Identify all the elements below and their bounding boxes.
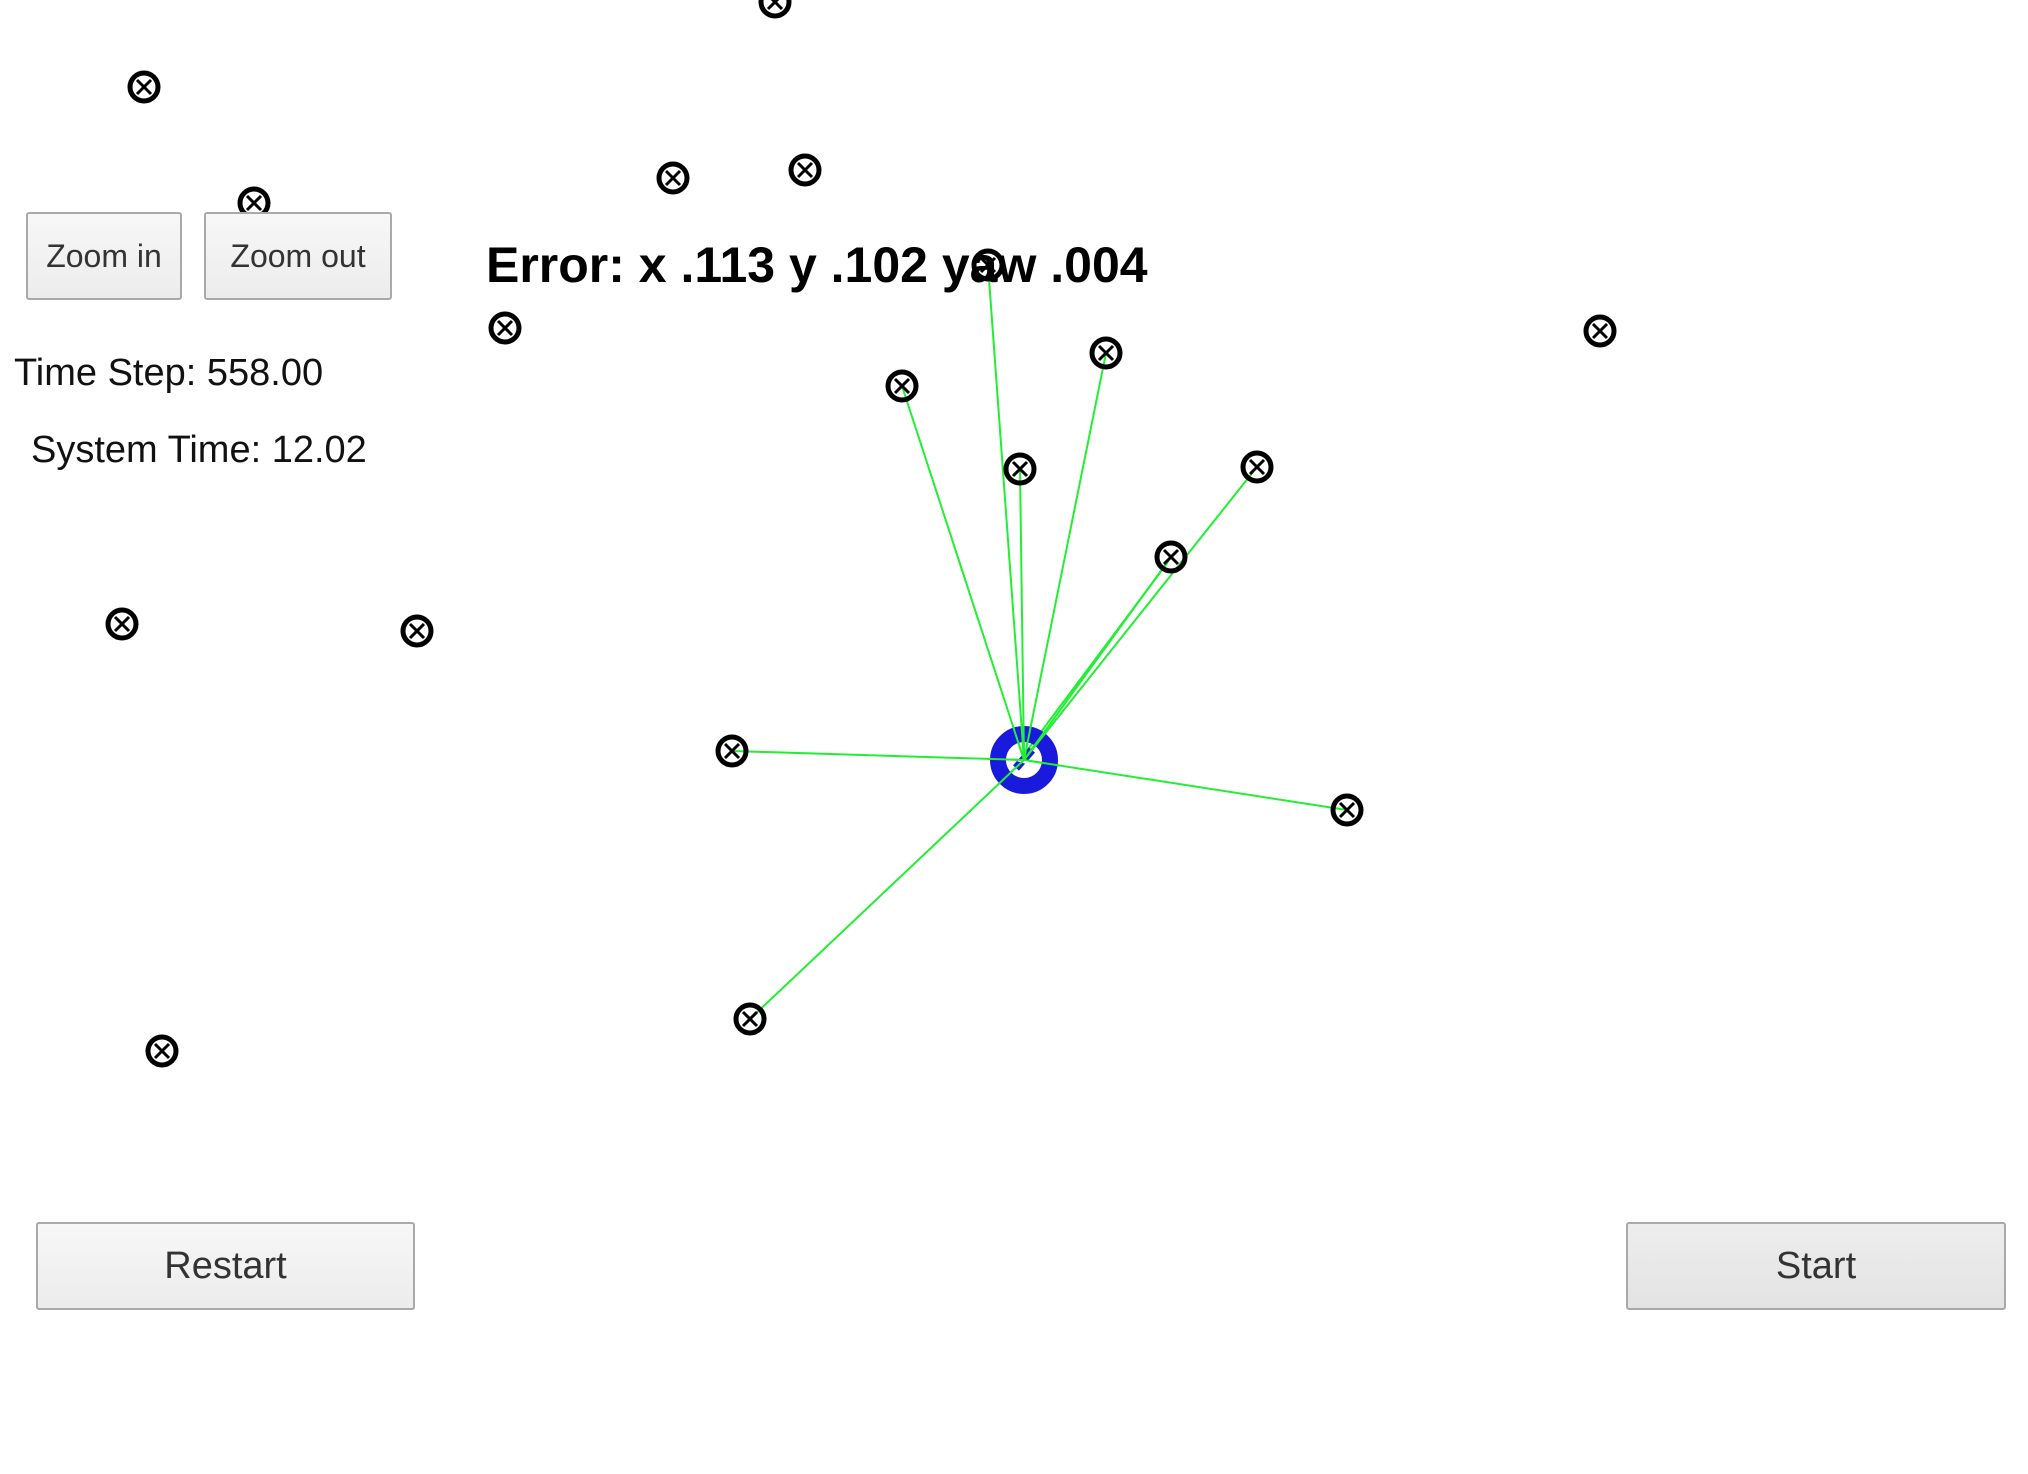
observation-line [987, 264, 1025, 761]
observation-line [1023, 352, 1107, 761]
observation-line [901, 385, 1025, 761]
observation-line [1023, 759, 1348, 811]
landmark-icon [1154, 540, 1188, 574]
observation-lines [731, 264, 1348, 1020]
landmark-icon [971, 248, 1005, 282]
landmark-icon [885, 369, 919, 403]
observation-line [1023, 724, 1033, 761]
zoom-in-button[interactable]: Zoom in [26, 212, 182, 300]
time-step-label: Time Step: 558.00 [14, 352, 324, 394]
landmark-icon [1330, 793, 1364, 827]
landmark-icon [758, 0, 792, 19]
observation-line [1023, 466, 1258, 761]
landmark-icon [488, 311, 522, 345]
restart-button[interactable]: Restart [36, 1222, 415, 1310]
observation-line [1023, 730, 1046, 761]
landmark-icon [1003, 452, 1037, 486]
landmark-icon [715, 734, 749, 768]
observation-line [997, 759, 1025, 786]
system-time-label: System Time: 12.02 [31, 429, 367, 471]
start-button[interactable]: Start [1626, 1222, 2006, 1310]
landmark-icon [105, 607, 139, 641]
landmark-icon [127, 70, 161, 104]
zoom-out-button[interactable]: Zoom out [204, 212, 392, 300]
landmarks [105, 0, 1617, 1068]
landmark-icon [145, 1034, 179, 1068]
landmark-icon [733, 1002, 767, 1036]
observation-line [749, 759, 1025, 1020]
observation-line [731, 750, 1025, 761]
observation-line [1011, 725, 1025, 761]
observation-line [1023, 759, 1060, 767]
landmark-icon [1089, 336, 1123, 370]
landmark-icon [1240, 450, 1274, 484]
observation-line-overlay [987, 723, 1060, 786]
observation-line [1019, 468, 1025, 761]
landmark-icon [1583, 314, 1617, 348]
landmark-icon [656, 161, 690, 195]
observation-line [1019, 561, 1169, 761]
observation-line [987, 757, 1025, 761]
landmark-icon [788, 153, 822, 187]
landmark-icon [400, 614, 434, 648]
